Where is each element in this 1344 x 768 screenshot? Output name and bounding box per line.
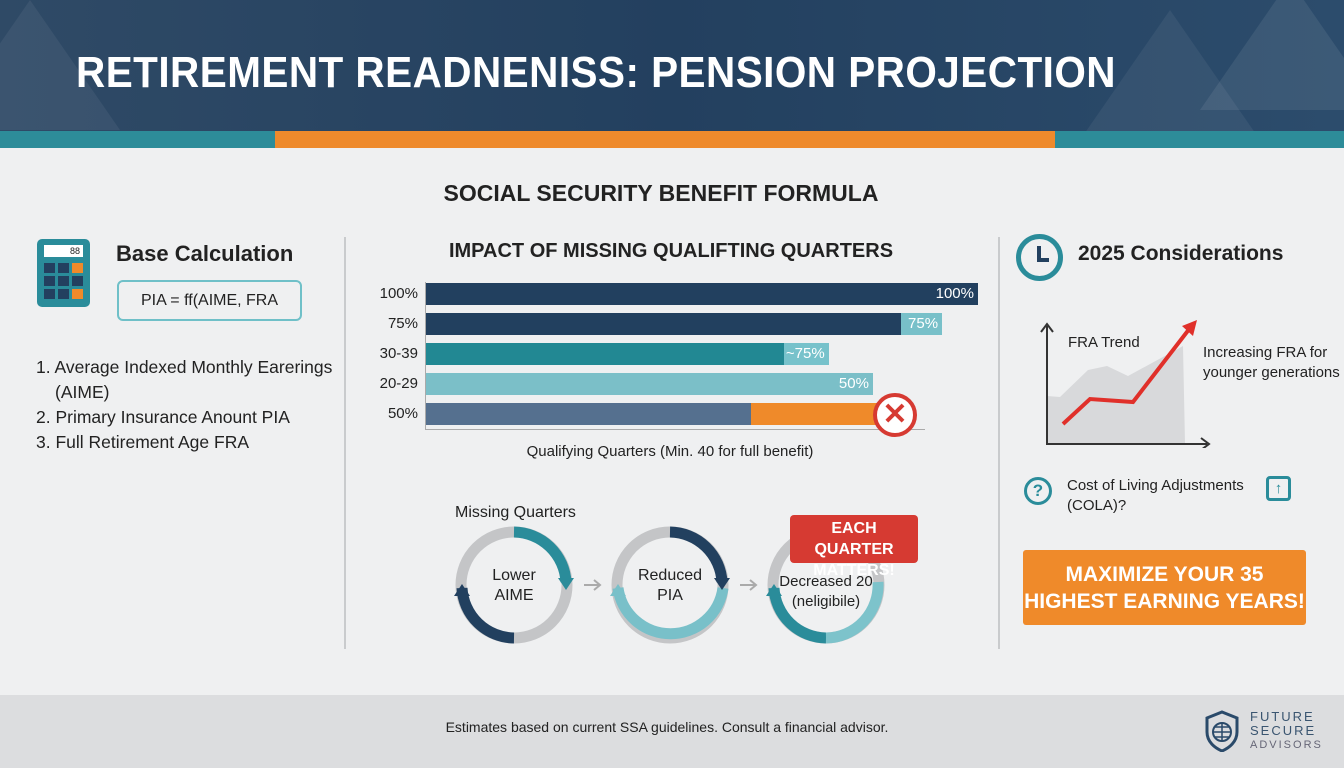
trend-note: Increasing FRA for younger generations — [1203, 344, 1340, 381]
y-tick-label: 50% — [387, 405, 418, 422]
y-axis — [425, 282, 426, 430]
data-label: 100% — [935, 285, 974, 302]
arrow-up-box-icon[interactable]: ↑ — [1266, 476, 1291, 501]
footer: Estimates based on current SSA guideline… — [0, 695, 1344, 768]
arrow-right-icon — [584, 579, 602, 591]
cola-text: Cost of Living Adjustments (COLA)? — [1067, 477, 1244, 514]
bar-segment — [784, 343, 829, 365]
bar-segment — [425, 403, 752, 425]
flow-step: Decreased 20 (neligibile) — [779, 573, 873, 610]
brand-logo: FUTURE SECURE ADVISORS — [1250, 709, 1323, 752]
flow-label: Missing Quarters — [455, 504, 576, 521]
arrow-up-icon — [1182, 320, 1197, 336]
chart-heading: IMPACT OF MISSING QUALIFTING QUARTERS — [448, 240, 894, 262]
y-tick-label: 100% — [379, 285, 418, 302]
cta-banner[interactable]: MAXIMIZE YOUR 35 HIGHEST EARNING YEARS! — [1023, 550, 1306, 625]
stripe-orange — [275, 131, 1055, 148]
data-label: 75% — [908, 315, 939, 332]
data-label: ~75% — [785, 345, 825, 362]
list-item: 2. Primary Insurance Anount PIA — [36, 407, 290, 427]
divider — [344, 237, 346, 649]
calculator-keys — [44, 263, 84, 299]
stripe-teal — [1055, 131, 1344, 148]
y-tick-label: 30-39 — [379, 345, 418, 362]
arrow-right-icon — [740, 579, 758, 591]
component-list: 1. Average Indexed Monthly Earerings (AI… — [36, 355, 332, 455]
data-label: 50% — [838, 375, 869, 392]
bar-segment — [425, 373, 873, 395]
flow-step: Lower AIME — [492, 567, 536, 604]
disclaimer: Estimates based on current SSA guideline… — [445, 719, 889, 735]
decor-triangle — [1200, 0, 1344, 110]
list-item: 3. Full Retirement Age FRA — [36, 432, 249, 452]
considerations-heading: 2025 Considerations — [1078, 242, 1284, 265]
stripe-teal — [0, 131, 275, 148]
calculator-icon: 88 — [37, 239, 90, 307]
question-circle-icon: ? — [1024, 477, 1052, 505]
trend-line — [1061, 326, 1192, 426]
divider — [998, 237, 1000, 649]
x-axis-label: Qualifying Quarters (Min. 40 for full be… — [526, 443, 814, 460]
trend-label: FRA Trend — [1068, 334, 1140, 351]
base-calc-heading: Base Calculation — [116, 241, 294, 266]
calculator-display: 88 — [44, 245, 83, 257]
callout-badge: EACH QUARTER MATTERS! — [790, 515, 918, 579]
section-title: SOCIAL SECURITY BENEFIT FORMULA — [443, 180, 879, 206]
x-axis — [425, 429, 925, 430]
header-banner: RETIREMENT READNENISS: PENSION PROJECTIO… — [0, 0, 1344, 131]
fra-trend-chart — [1040, 320, 1211, 448]
bar-segment — [751, 403, 879, 425]
list-item: 1. Average Indexed Monthly Earerings — [36, 357, 333, 377]
formula-box: PIA = ff(AIME, FRA — [117, 280, 302, 321]
bar-segment — [900, 313, 943, 335]
x-circle-icon: ✕ — [873, 393, 917, 437]
flow-step: Reduced PIA — [637, 567, 703, 604]
decor-triangle — [1080, 10, 1260, 131]
shield-globe-icon — [1205, 710, 1239, 752]
bar-segment — [425, 343, 785, 365]
y-tick-label: 75% — [387, 315, 418, 332]
bar-segment — [425, 313, 901, 335]
clock-icon — [1016, 234, 1063, 281]
page-title: RETIREMENT READNENISS: PENSION PROJECTIO… — [76, 48, 1116, 97]
decor-triangle — [0, 0, 120, 130]
list-item: (AIME) — [55, 382, 110, 402]
y-tick-label: 20-29 — [379, 375, 418, 392]
bar-segment — [425, 283, 978, 305]
